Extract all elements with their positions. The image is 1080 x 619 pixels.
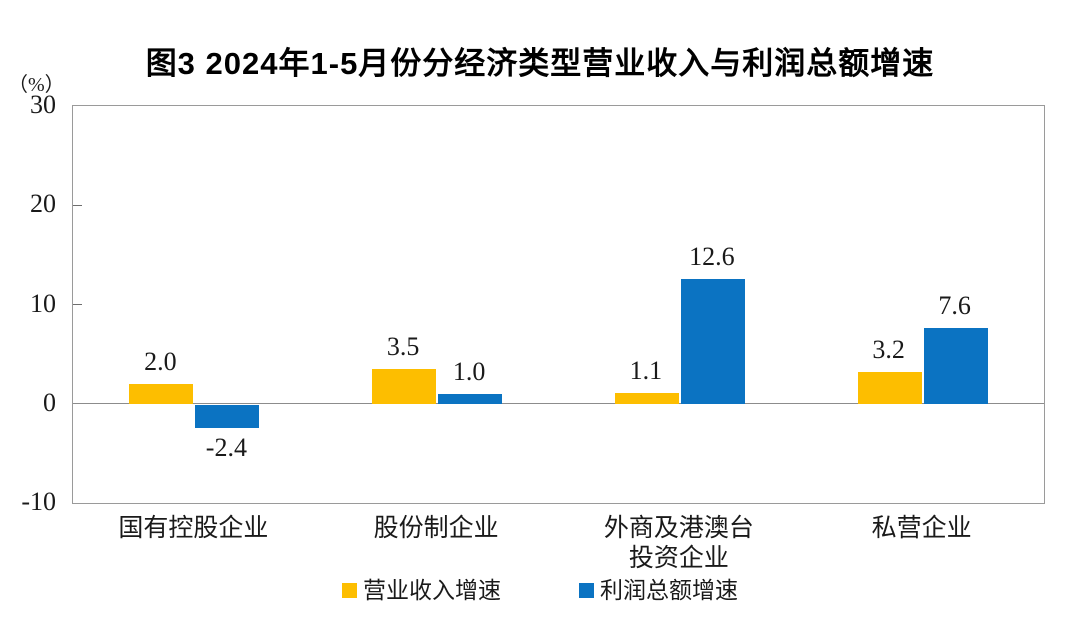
bar-value-label: 1.1: [629, 355, 663, 385]
chart-title: 图3 2024年1-5月份分经济类型营业收入与利润总额增速: [145, 46, 935, 81]
y-axis-unit-label: （%）: [8, 74, 65, 96]
bar-profit-2: [680, 278, 745, 404]
bar-revenue-1: [372, 369, 437, 404]
bar-value-label: 7.6: [938, 291, 971, 321]
y-axis-tick-mark: [73, 304, 82, 305]
bar-value-label: 3.5: [386, 332, 420, 361]
y-axis-tick-label: -10: [21, 487, 56, 516]
legend: 营业收入增速 利润总额增速: [0, 579, 1080, 602]
bar-value-label: 1.0: [452, 356, 486, 386]
bar-value-label: -2.4: [205, 432, 247, 462]
bar-profit-3: [923, 328, 988, 404]
bar-revenue-3: [857, 371, 922, 404]
legend-swatch-icon: [579, 583, 594, 598]
category-label-0: 国有控股企业: [118, 515, 269, 542]
bar-revenue-2: [614, 392, 679, 404]
y-axis-tick-label: 20: [30, 189, 56, 219]
category-label-1: 股份制企业: [373, 515, 499, 542]
zero-gridline: [73, 403, 1044, 405]
y-axis-tick-label: 10: [30, 288, 56, 318]
y-axis-tick-label: 30: [30, 90, 56, 119]
y-axis-tick-mark: [73, 204, 82, 206]
bar-value-label: 12.6: [689, 241, 735, 271]
category-label-2: 外商及港澳台 投资企业: [603, 515, 754, 572]
bar-profit-1: [438, 393, 503, 404]
bar-revenue-0: [129, 383, 194, 404]
bar-profit-0: [195, 404, 260, 428]
bar-value-label: 3.2: [872, 334, 905, 364]
legend-label: 营业收入增速: [363, 578, 501, 603]
plot-area: [72, 105, 1045, 504]
legend-item-revenue: 营业收入增速: [342, 579, 501, 602]
y-axis-tick-label: 0: [43, 387, 56, 417]
legend-swatch-icon: [342, 583, 357, 598]
legend-item-profit: 利润总额增速: [579, 579, 738, 602]
legend-label: 利润总额增速: [600, 578, 738, 603]
bar-value-label: 2.0: [144, 346, 177, 376]
category-label-3: 私营企业: [871, 515, 972, 542]
